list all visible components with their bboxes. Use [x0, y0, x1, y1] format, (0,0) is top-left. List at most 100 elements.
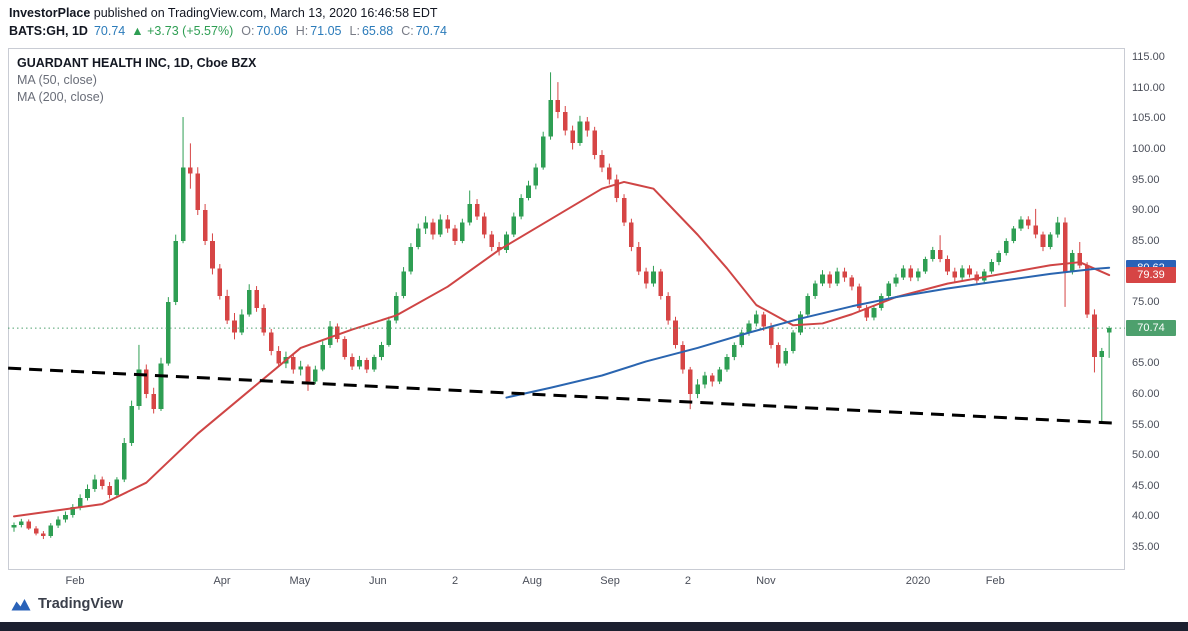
candle-down — [856, 286, 862, 309]
candle-down — [827, 274, 833, 284]
time-tick-label: Sep — [600, 575, 620, 587]
candle-up — [820, 274, 825, 284]
candle-up — [1003, 240, 1009, 253]
close-label: C: — [401, 24, 414, 38]
candle-up — [989, 262, 994, 272]
candle-up — [320, 344, 325, 370]
candle-down — [489, 234, 495, 247]
time-tick-label: Feb — [985, 575, 1005, 587]
candle-up — [651, 271, 656, 284]
candle-up — [136, 369, 142, 407]
candle-down — [232, 320, 237, 333]
candle-up — [327, 326, 333, 345]
symbol-label: BATS:GH, 1D — [9, 24, 88, 38]
candle-up — [77, 498, 83, 508]
candle-up — [901, 268, 906, 278]
trendline — [8, 366, 1119, 425]
low-value: 65.88 — [361, 24, 394, 38]
candle-down — [864, 308, 869, 318]
candle-up — [812, 283, 818, 296]
candle-up — [1106, 328, 1112, 333]
tradingview-brand-text: TradingView — [38, 596, 124, 612]
candle-down — [342, 338, 348, 358]
candle-up — [783, 351, 789, 364]
candle-up — [246, 289, 252, 315]
candle-up — [19, 521, 24, 525]
candle-down — [107, 485, 112, 495]
candle-down — [1084, 265, 1090, 315]
candle-up — [180, 167, 186, 241]
publisher-line: InvestorPlace published on TradingView.c… — [9, 6, 438, 20]
candle-down — [636, 246, 642, 272]
time-tick-label: Aug — [522, 575, 542, 587]
candle-up — [886, 283, 891, 296]
candle-down — [643, 271, 649, 284]
price-tick-label: 65.00 — [1132, 357, 1160, 370]
candle-up — [923, 259, 928, 272]
time-axis[interactable]: Feb Apr May Jun 2 Aug Sep 2 Nov 2020 Feb — [8, 570, 1125, 592]
high-value: 71.05 — [310, 24, 342, 38]
candle-up — [518, 197, 524, 217]
candle-up — [114, 479, 120, 495]
candle-up — [717, 369, 722, 382]
candle-down — [570, 130, 575, 143]
candle-down — [445, 219, 450, 229]
candle-up — [173, 240, 178, 302]
candle-up — [504, 234, 509, 250]
last-price-badge: 70.74 — [1126, 320, 1176, 337]
candle-down — [452, 228, 458, 241]
chart-canvas[interactable] — [8, 48, 1125, 570]
candle-up — [702, 375, 708, 385]
candle-down — [842, 271, 847, 278]
candle-up — [1099, 351, 1105, 358]
ma-200-line — [505, 266, 1111, 399]
candle-up — [423, 222, 428, 229]
candle-up — [1011, 228, 1016, 241]
candle-down — [621, 197, 627, 223]
candle-down — [364, 360, 370, 370]
chart-legend: GUARDANT HEALTH INC, 1D, Cboe BZX MA (50… — [17, 55, 256, 106]
candle-up — [92, 479, 98, 489]
quote-line: BATS:GH, 1D 70.74 ▲ +3.73 (+5.57%) O: 70.06 H… — [9, 24, 447, 38]
candle-up — [55, 519, 61, 526]
candle-up — [121, 442, 127, 480]
candle-up — [239, 314, 245, 333]
candle-down — [776, 344, 781, 364]
candle-down — [26, 521, 31, 529]
candle-down — [210, 240, 215, 269]
candle-down — [849, 277, 855, 287]
candle-down — [680, 344, 686, 370]
candle-up — [371, 357, 377, 370]
candle-down — [195, 173, 201, 211]
candle-down — [99, 479, 105, 486]
candle-down — [967, 268, 972, 275]
last-price-value: 70.74 — [93, 24, 126, 38]
legend-ma200: MA (200, close) — [17, 90, 104, 104]
candle-down — [908, 268, 913, 278]
time-tick-label: Apr — [213, 575, 231, 587]
price-tick-label: 85.00 — [1132, 234, 1160, 247]
candle-up — [732, 344, 737, 358]
legend-symbol-title: GUARDANT HEALTH INC, 1D, Cboe BZX — [17, 56, 257, 70]
time-tick-label: May — [289, 575, 311, 587]
candle-down — [276, 351, 281, 364]
price-tick-label: 60.00 — [1132, 387, 1160, 400]
candle-up — [1018, 219, 1024, 229]
candle-up — [415, 228, 421, 247]
candle-up — [533, 167, 539, 186]
candle-up — [313, 369, 318, 382]
publisher-name: InvestorPlace — [9, 6, 91, 20]
candle-up — [298, 366, 303, 370]
candle-down — [188, 167, 193, 174]
chart-plot-frame — [8, 48, 1125, 570]
price-axis[interactable]: 115.00110.00105.00100.0095.0090.0085.008… — [1125, 48, 1188, 570]
candle-up — [739, 332, 744, 345]
price-tick-label: 55.00 — [1132, 418, 1160, 431]
candle-down — [952, 271, 958, 278]
candle-up — [790, 332, 796, 351]
open-value: 70.06 — [256, 24, 288, 38]
candle-down — [658, 271, 664, 296]
candle-down — [496, 246, 502, 250]
candle-down — [291, 357, 296, 370]
candle-up — [166, 302, 171, 364]
